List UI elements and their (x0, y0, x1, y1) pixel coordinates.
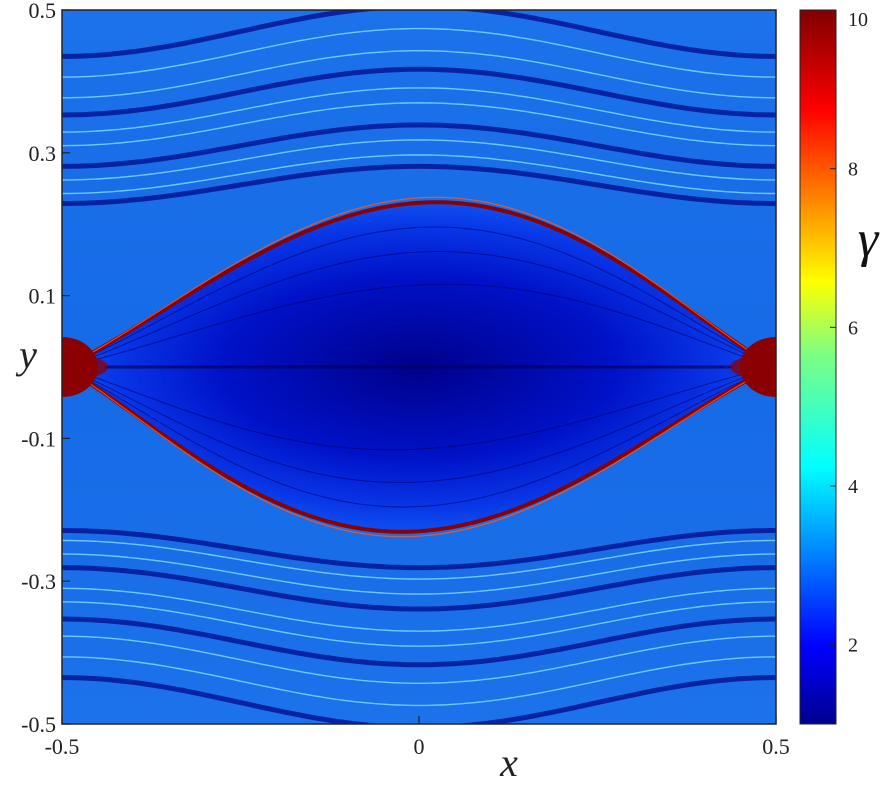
field-stripes (62, 10, 776, 724)
colorbar-tick-label: 6 (848, 317, 858, 339)
stripe-line (62, 553, 776, 595)
colorbar-tick-label: 4 (848, 476, 858, 498)
stripe-line (62, 50, 776, 99)
colorbar: 10 8 6 4 2 γ (799, 9, 880, 725)
x-axis-ticks: -0.5 0 0.5 (45, 716, 790, 759)
plot-area (62, 10, 776, 724)
stripe-line (62, 66, 776, 118)
island-contour (62, 283, 776, 451)
island-contour (62, 251, 776, 483)
y-tick-label: 0.1 (29, 284, 57, 309)
y-tick-label: -0.5 (21, 712, 56, 737)
y-axis-ticks: 0.5 0.3 0.1 -0.1 -0.3 -0.5 (21, 0, 70, 737)
y-tick-label: -0.3 (21, 569, 56, 594)
y-tick-label: 0.5 (29, 0, 57, 23)
x-point-spread (730, 353, 776, 381)
x-tick-label: -0.5 (45, 734, 80, 759)
stripe-line (62, 87, 776, 133)
colorbar-label: γ (858, 211, 880, 268)
island-contour (62, 226, 776, 508)
colorbar-tick-label: 2 (848, 635, 858, 657)
stripe-line (62, 163, 776, 206)
stripe-line (62, 587, 776, 632)
colorbar-gradient (799, 9, 837, 725)
separatrix (62, 200, 776, 534)
stripe-line (62, 539, 776, 580)
stripe-line (62, 635, 776, 684)
stripe-line (62, 102, 776, 147)
stripe-line (62, 10, 776, 59)
stripe-line (62, 675, 776, 724)
stripe-line (62, 656, 776, 707)
colorbar-tick-label: 10 (848, 9, 868, 31)
stripe-line (62, 139, 776, 181)
x-point-spread (62, 353, 108, 381)
stripe-line (62, 616, 776, 668)
colorbar-ticks: 10 8 6 4 2 (830, 9, 868, 657)
y-tick-label: -0.1 (21, 426, 56, 451)
stripe-line (62, 122, 776, 169)
stripe-line (62, 528, 776, 571)
island (62, 196, 776, 538)
stripe-line (62, 154, 776, 195)
colorbar-tick-label: 8 (848, 159, 858, 181)
separatrix-halo (62, 196, 776, 538)
stripe-line (62, 27, 776, 78)
stripe-line (62, 565, 776, 612)
x-axis-label: x (499, 740, 518, 785)
y-axis-label: y (15, 332, 37, 377)
stripe-line (62, 601, 776, 647)
x-tick-label: 0 (414, 734, 425, 759)
x-tick-label: 0.5 (762, 734, 790, 759)
y-tick-label: 0.3 (29, 141, 57, 166)
